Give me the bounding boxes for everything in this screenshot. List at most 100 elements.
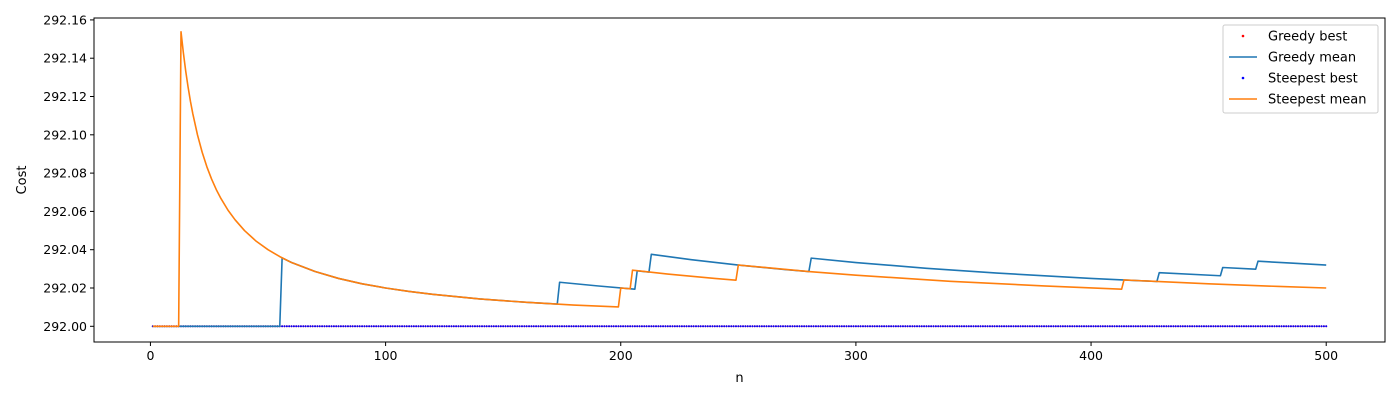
data-point [523,325,526,328]
data-point [1304,325,1307,328]
data-point [629,325,632,328]
data-point [800,325,803,328]
data-point [356,325,359,328]
data-point [422,325,425,328]
data-point [452,325,455,328]
data-point [1038,325,1041,328]
data-point [697,325,700,328]
data-point [1301,325,1304,328]
data-point [403,325,406,328]
data-point [1090,325,1093,328]
data-point [1271,325,1274,328]
data-point [575,325,578,328]
y-tick-label: 292.16 [43,12,87,27]
data-point [793,325,796,328]
data-point [1108,325,1111,328]
data-point [655,325,658,328]
x-axis-label: n [735,371,743,386]
data-point [647,325,650,328]
data-point [948,325,951,328]
data-point [1137,325,1140,328]
data-point [1282,325,1285,328]
data-point [1071,325,1074,328]
data-point [951,325,954,328]
data-point [979,325,982,328]
data-point [631,325,634,328]
data-point [871,325,874,328]
data-point [817,325,820,328]
data-point [657,325,660,328]
data-point [361,325,364,328]
series-layer [151,30,1328,328]
data-point [1278,325,1281,328]
x-tick-label: 0 [146,348,154,363]
data-point [342,325,345,328]
data-point [525,325,528,328]
data-point [932,325,935,328]
data-point [558,325,561,328]
data-point [880,325,883,328]
data-point [544,325,547,328]
data-point [991,325,994,328]
data-point [885,325,888,328]
data-point [323,325,326,328]
data-point [1177,325,1180,328]
data-point [1228,325,1231,328]
data-point [1181,325,1184,328]
data-point [638,325,641,328]
data-point [960,325,963,328]
data-point [798,325,801,328]
data-point [1294,325,1297,328]
data-point [901,325,904,328]
data-point [812,325,815,328]
data-point [1141,325,1144,328]
data-point [499,325,502,328]
data-point [1144,325,1147,328]
data-point [953,325,956,328]
data-point [892,325,895,328]
data-point [445,325,448,328]
data-point [586,325,589,328]
data-point [1235,325,1238,328]
data-point [1191,325,1194,328]
x-tick-label: 200 [609,348,633,363]
data-point [1127,325,1130,328]
data-point [372,325,375,328]
data-point [537,325,540,328]
data-point [1000,325,1003,328]
data-point [1299,325,1302,328]
data-point [511,325,514,328]
data-point [1224,325,1227,328]
data-point [847,325,850,328]
data-point [1075,325,1078,328]
data-point [535,325,538,328]
y-tick-label: 292.02 [43,281,87,296]
data-point [1031,325,1034,328]
data-point [1254,325,1257,328]
data-point [1118,325,1121,328]
axes-frame [93,17,1386,343]
data-point [826,325,829,328]
data-point [532,325,535,328]
data-point [911,325,914,328]
data-point [758,325,761,328]
data-point [600,325,603,328]
data-point [1257,325,1260,328]
y-tick-label: 292.10 [43,127,87,142]
data-point [1170,325,1173,328]
data-point [332,325,335,328]
data-point [1252,325,1255,328]
data-point [354,325,357,328]
data-point [1226,325,1229,328]
data-point [1315,325,1318,328]
data-point [897,325,900,328]
data-point [946,325,949,328]
data-point [633,325,636,328]
data-point [596,325,599,328]
data-point [563,325,566,328]
data-point [1085,325,1088,328]
data-point [998,325,1001,328]
data-point [1017,325,1020,328]
data-point [676,325,679,328]
data-point [1202,325,1205,328]
